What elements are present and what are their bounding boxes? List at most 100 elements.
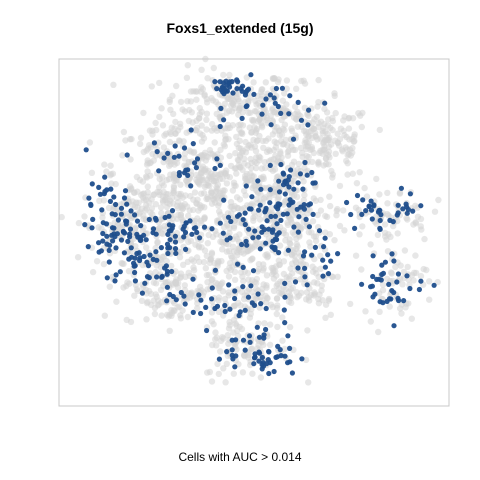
high-auc-cell-point (190, 141, 196, 147)
high-auc-cell-point (278, 217, 284, 223)
high-auc-cell-point (416, 286, 422, 293)
high-auc-cell-point (106, 259, 112, 265)
background-cell-point (191, 189, 199, 196)
background-cell-point (280, 270, 288, 278)
high-auc-cell-point (270, 227, 276, 233)
background-cell-point (159, 122, 167, 129)
background-cell-point (153, 126, 160, 134)
background-cell-point (382, 233, 389, 240)
high-auc-cell-point (379, 262, 385, 268)
background-cell-point (154, 302, 161, 309)
high-auc-cell-point (267, 162, 273, 168)
background-cell-point (185, 117, 193, 125)
background-cell-point (334, 130, 341, 137)
background-cell-point (340, 207, 347, 214)
background-cell-point (332, 109, 339, 117)
high-auc-cell-point (296, 214, 302, 220)
high-auc-cell-point (228, 218, 234, 225)
high-auc-cell-point (121, 250, 127, 256)
high-auc-cell-point (280, 182, 287, 188)
high-auc-cell-point (306, 107, 312, 113)
background-cell-point (351, 131, 358, 138)
background-cell-point (226, 71, 233, 79)
background-cell-point (204, 240, 211, 247)
background-cell-point (176, 254, 184, 261)
background-cell-point (233, 346, 240, 353)
high-auc-cell-point (395, 202, 401, 208)
high-auc-cell-point (369, 216, 375, 222)
high-auc-cell-point (214, 156, 220, 162)
background-cell-point (200, 135, 208, 142)
background-cell-point (152, 119, 159, 127)
background-cell-point (270, 275, 278, 282)
background-cell-point (327, 202, 334, 210)
high-auc-cell-point (173, 250, 179, 256)
high-auc-cell-point (259, 111, 265, 117)
high-auc-cell-point (100, 220, 106, 226)
background-cell-point (160, 182, 167, 189)
high-auc-cell-point (250, 268, 257, 274)
background-cell-point (124, 279, 131, 286)
high-auc-cell-point (239, 241, 245, 248)
background-cell-point (315, 99, 322, 106)
high-auc-cell-point (252, 228, 258, 234)
high-auc-cell-point (115, 217, 121, 223)
high-auc-cell-point (106, 247, 112, 253)
high-auc-cell-point (225, 214, 232, 220)
background-cell-point (274, 280, 281, 288)
background-cell-point (426, 296, 433, 303)
high-auc-cell-point (240, 217, 246, 223)
background-cell-point (259, 124, 266, 131)
background-cell-point (220, 71, 227, 79)
background-cell-point (322, 301, 330, 308)
background-cell-point (168, 262, 175, 270)
high-auc-cell-point (121, 195, 128, 201)
high-auc-cell-point (209, 285, 215, 291)
high-auc-cell-point (246, 226, 252, 232)
high-auc-cell-point (261, 226, 267, 233)
background-cell-point (196, 111, 203, 118)
high-auc-cell-point (312, 244, 318, 250)
background-cell-point (166, 96, 173, 103)
x-axis-label: Cells with AUC > 0.014 (178, 450, 302, 464)
background-cell-point (275, 194, 282, 201)
background-cell-point (399, 281, 406, 288)
high-auc-cell-point (386, 281, 392, 287)
background-cell-point (168, 124, 175, 131)
background-cell-point (259, 285, 266, 292)
background-cell-point (347, 152, 354, 159)
background-cell-point (284, 152, 292, 159)
background-cell-point (156, 189, 163, 196)
high-auc-cell-point (310, 211, 316, 217)
background-cell-point (202, 265, 209, 272)
high-auc-cell-point (295, 99, 301, 105)
high-auc-cell-point (82, 222, 88, 228)
background-cell-point (283, 85, 290, 92)
background-cell-point (274, 78, 282, 86)
background-cell-point (233, 194, 241, 201)
background-cell-point (276, 242, 284, 249)
background-cell-point (180, 261, 187, 268)
background-cell-point (254, 268, 261, 275)
background-cell-point (261, 159, 268, 166)
background-cell-point (101, 161, 108, 168)
background-cell-point (349, 144, 356, 152)
high-auc-cell-point (320, 273, 326, 279)
high-auc-cell-point (107, 198, 113, 204)
high-auc-cell-point (282, 191, 288, 197)
high-auc-cell-point (131, 263, 137, 269)
high-auc-cell-point (102, 174, 108, 180)
background-cell-point (244, 288, 251, 295)
high-auc-cell-point (189, 231, 195, 237)
background-cell-point (329, 126, 336, 134)
high-auc-cell-point (306, 224, 312, 230)
high-auc-cell-point (118, 211, 124, 217)
high-auc-cell-point (321, 244, 327, 250)
background-cell-point (279, 337, 286, 344)
high-auc-cell-point (137, 234, 143, 240)
high-auc-cell-point (354, 192, 361, 199)
high-auc-cell-point (239, 115, 245, 121)
background-cell-point (387, 269, 395, 276)
background-cell-point (256, 116, 263, 123)
background-cell-point (315, 300, 323, 307)
